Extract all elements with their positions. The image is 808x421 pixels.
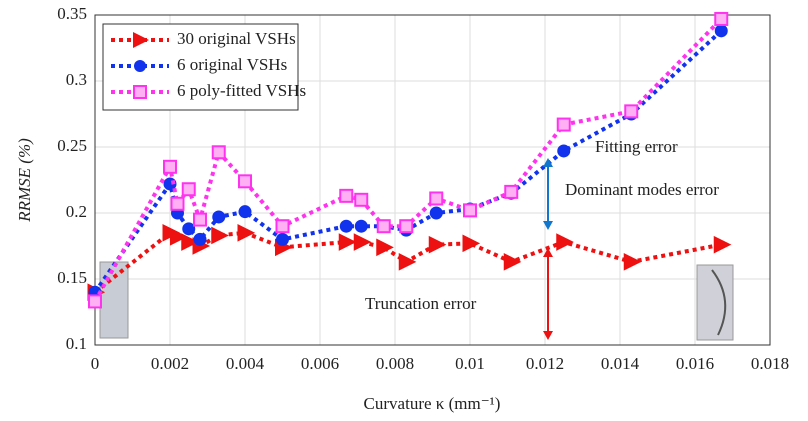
x-tick-label: 0.002 xyxy=(151,354,189,373)
data-point xyxy=(193,232,207,246)
data-point xyxy=(238,174,252,189)
arrow-head xyxy=(543,158,553,167)
data-point xyxy=(276,232,289,246)
y-tick-label: 0.25 xyxy=(57,136,87,155)
arrow-head xyxy=(543,221,553,230)
series-line xyxy=(93,17,723,303)
data-point xyxy=(503,253,522,271)
data-point xyxy=(556,117,571,132)
plot-frame xyxy=(94,14,771,346)
data-point xyxy=(713,235,732,254)
x-tick-label: 0.01 xyxy=(455,354,485,373)
data-point xyxy=(557,144,571,158)
data-point xyxy=(376,238,394,257)
legend-marker xyxy=(133,32,149,48)
data-point xyxy=(354,192,369,207)
data-point xyxy=(238,205,252,219)
legend-marker xyxy=(134,60,146,72)
annotation: Fitting error xyxy=(595,137,678,156)
data-point xyxy=(462,234,481,253)
legend-label: 6 original VSHs xyxy=(177,55,287,74)
data-point xyxy=(212,210,226,224)
data-point xyxy=(623,253,642,271)
legend-label: 6 poly-fitted VSHs xyxy=(177,81,306,100)
data-point xyxy=(163,159,177,174)
data-point xyxy=(237,223,256,242)
x-tick-label: 0.012 xyxy=(526,354,564,373)
y-tick-label: 0.15 xyxy=(57,268,87,287)
y-tick-label: 0.35 xyxy=(57,4,87,23)
x-tick-label: 0.008 xyxy=(376,354,414,373)
annotation: Truncation error xyxy=(365,294,477,313)
data-point xyxy=(376,219,391,234)
legend-marker xyxy=(133,85,147,99)
y-tick-label: 0.1 xyxy=(66,334,87,353)
data-point xyxy=(463,203,477,218)
x-tick-label: 0 xyxy=(91,354,100,373)
arrow-head xyxy=(543,248,553,257)
data-point xyxy=(211,145,226,160)
inset-image xyxy=(99,261,129,339)
x-tick-label: 0.004 xyxy=(226,354,265,373)
data-point xyxy=(182,222,196,236)
x-tick-label: 0.018 xyxy=(751,354,789,373)
y-tick-label: 0.3 xyxy=(66,70,87,89)
data-point xyxy=(624,104,639,119)
data-point xyxy=(339,188,354,203)
data-point xyxy=(556,233,574,251)
x-tick-label: 0.014 xyxy=(601,354,640,373)
data-point xyxy=(275,219,290,234)
data-point xyxy=(714,11,729,26)
x-tick-label: 0.006 xyxy=(301,354,339,373)
data-point xyxy=(429,206,443,220)
legend-label: 30 original VSHs xyxy=(177,29,296,48)
data-point xyxy=(193,212,207,227)
data-point xyxy=(211,226,229,245)
data-point xyxy=(339,219,353,233)
data-point xyxy=(170,196,185,211)
inset-curve xyxy=(711,269,727,336)
x-axis-label: Curvature κ (mm⁻¹) xyxy=(364,394,501,413)
x-tick-label: 0.016 xyxy=(676,354,714,373)
data-point xyxy=(88,294,102,309)
data-point xyxy=(170,227,188,246)
data-point xyxy=(399,219,414,234)
data-point xyxy=(398,253,417,271)
data-point xyxy=(338,233,357,251)
data-point xyxy=(714,24,728,38)
inset-image xyxy=(696,264,734,341)
data-point xyxy=(181,182,196,197)
data-point xyxy=(353,233,372,251)
data-point xyxy=(504,184,519,199)
arrow-head xyxy=(543,331,553,340)
data-point xyxy=(354,219,368,233)
data-point xyxy=(428,235,447,254)
y-axis-label: RRMSE (%) xyxy=(15,138,34,223)
annotation: Dominant modes error xyxy=(565,180,719,199)
data-point xyxy=(429,191,444,206)
y-tick-label: 0.2 xyxy=(66,202,87,221)
data-point xyxy=(181,233,199,251)
